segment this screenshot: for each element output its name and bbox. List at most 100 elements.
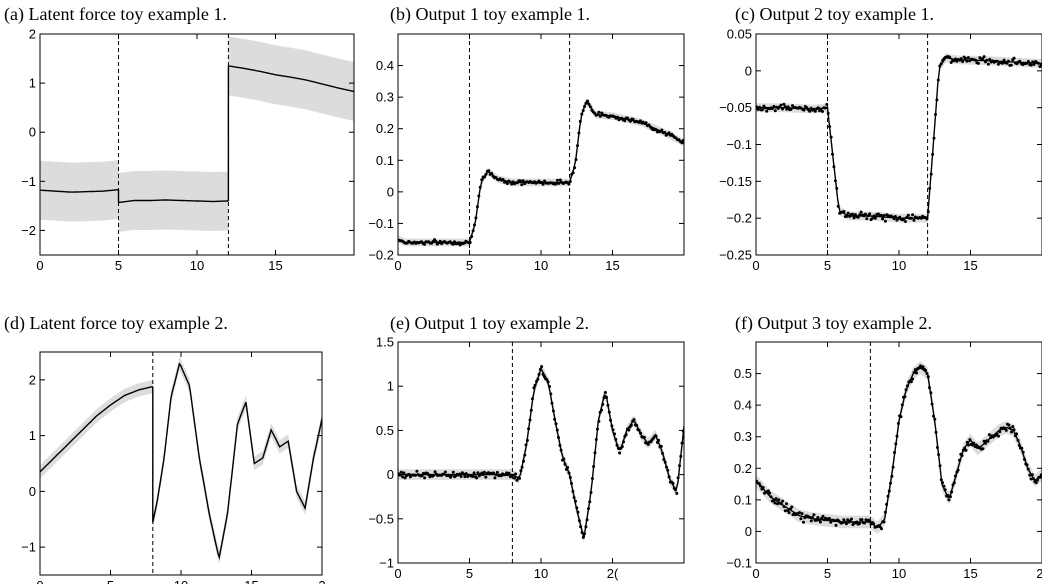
data-point — [472, 471, 476, 475]
data-point — [443, 470, 447, 474]
mean-line-1 — [756, 57, 1042, 219]
y-tick-label: 1 — [387, 379, 394, 394]
data-point — [1009, 63, 1013, 67]
data-point — [842, 518, 846, 522]
y-tick-label: 0 — [29, 484, 36, 499]
data-point — [476, 471, 480, 475]
confidence-band-1 — [40, 160, 119, 222]
data-point — [1001, 61, 1005, 65]
x-tick-label: 0 — [752, 258, 759, 273]
x-tick-label: 2 — [318, 578, 325, 584]
y-tick-label: 0 — [387, 184, 394, 199]
panel-title: (d) Latent force toy example 2. — [4, 313, 228, 334]
data-point — [981, 447, 985, 451]
y-tick-label: 0.4 — [376, 58, 394, 73]
x-tick-label: 15 — [244, 578, 258, 584]
x-tick-label: 5 — [107, 578, 114, 584]
data-point — [512, 476, 516, 480]
data-point — [779, 103, 783, 107]
x-tick-label: 0 — [394, 566, 401, 581]
y-tick-label: 0.3 — [376, 90, 394, 105]
data-point — [492, 471, 496, 475]
data-point — [863, 212, 867, 216]
data-point — [903, 220, 907, 223]
data-point — [495, 470, 499, 474]
y-tick-label: 0.5 — [734, 366, 752, 381]
data-point — [518, 179, 522, 183]
data-point — [399, 470, 403, 474]
y-tick-label: 0.1 — [734, 492, 752, 507]
plot-area — [756, 361, 1042, 534]
data-point — [818, 520, 822, 524]
axes-frame — [397, 341, 685, 564]
data-point — [1007, 423, 1011, 427]
data-point — [558, 178, 562, 182]
data-point — [520, 183, 524, 187]
data-point — [834, 523, 838, 527]
data-point — [1038, 65, 1042, 68]
confidence-band-2 — [152, 357, 322, 564]
y-tick-label: 2 — [29, 27, 36, 42]
data-point — [1029, 63, 1033, 67]
data-point — [997, 434, 1000, 438]
mean-line-2 — [118, 199, 229, 204]
axes-frame — [755, 341, 1042, 564]
x-tick-label: 2( — [1036, 566, 1042, 581]
confidence-band-1 — [756, 53, 1042, 223]
mean-line-1 — [40, 385, 153, 473]
mean-line-3 — [228, 65, 354, 93]
y-tick-label: 1 — [29, 428, 36, 443]
mean-line-1 — [40, 188, 119, 193]
data-point — [964, 56, 967, 60]
data-point — [964, 448, 968, 452]
data-point — [799, 517, 803, 521]
data-point — [541, 182, 545, 186]
y-tick-label: 0.2 — [376, 121, 394, 136]
y-tick-label: 0.5 — [376, 423, 394, 438]
x-tick-label: 0 — [36, 578, 43, 584]
y-tick-label: −0.1 — [726, 137, 752, 152]
x-tick-label: 15 — [963, 566, 977, 581]
data-point — [1029, 477, 1033, 481]
data-point — [880, 527, 883, 531]
data-point — [881, 217, 885, 221]
data-point — [505, 182, 509, 186]
x-tick-label: 15 — [268, 258, 282, 273]
confidence-band-2 — [118, 170, 229, 232]
data-point — [790, 505, 794, 509]
panel-b: 0 5 10 15 −0.2 −0.1 0 0.1 0.2 0.3 0.4 (b) Output 1 … — [368, 4, 685, 273]
data-point — [1005, 61, 1009, 65]
y-tick-label: 1 — [29, 76, 36, 91]
data-point — [773, 109, 777, 113]
data-point — [821, 110, 824, 113]
y-tick-label: 2 — [29, 372, 36, 387]
data-point — [1010, 430, 1013, 434]
x-tick-label: 10 — [892, 566, 906, 581]
data-point — [808, 109, 812, 113]
panel-d: 0 5 10 15 2 −1 0 1 2 (d) Latent force toy example… — [4, 313, 326, 584]
data-point — [882, 214, 886, 217]
x-tick-label: 5 — [466, 566, 473, 581]
data-point — [813, 109, 817, 113]
x-tick-label: 10 — [534, 566, 548, 581]
data-point — [554, 182, 558, 186]
data-point — [802, 520, 805, 524]
y-tick-label: 1.5 — [376, 335, 394, 350]
data-point — [986, 62, 990, 66]
plot-area — [756, 53, 1042, 223]
data-point — [873, 216, 877, 220]
y-tick-label: 0.3 — [734, 429, 752, 444]
data-point — [451, 470, 455, 474]
data-point — [798, 511, 801, 515]
data-point — [846, 211, 850, 215]
panel-title: (f) Output 3 toy example 2. — [735, 313, 932, 334]
data-point — [423, 242, 426, 246]
confidence-band-1 — [756, 361, 1042, 534]
axes-frame — [397, 33, 685, 256]
data-point — [459, 475, 463, 478]
data-point — [800, 512, 804, 516]
data-point — [555, 178, 559, 182]
data-point — [401, 475, 405, 479]
data-point — [597, 110, 601, 114]
panel-e: 0 5 10 2(−1 −0.5 0 0.5 1 1.5(e) Output 1 toy exa… — [368, 313, 685, 581]
